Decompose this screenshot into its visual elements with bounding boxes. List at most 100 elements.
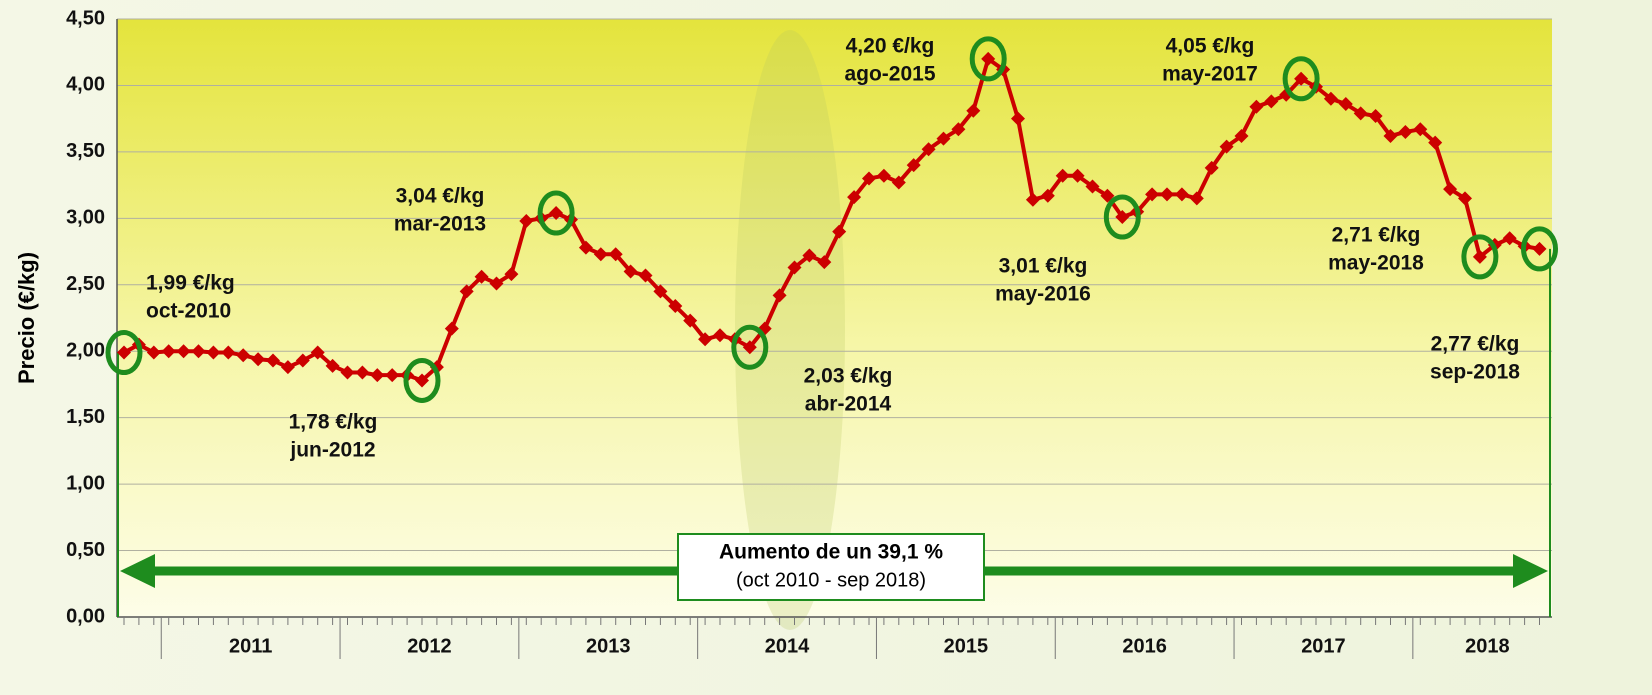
point [1428, 135, 1443, 150]
note-range: (oct 2010 - sep 2018) [736, 569, 926, 591]
point [1383, 128, 1398, 143]
highlight-circle [1521, 226, 1558, 272]
arrow-head [120, 554, 155, 588]
point [295, 353, 310, 368]
point [832, 224, 847, 239]
x-tick-label: 2014 [765, 635, 810, 657]
point [876, 168, 891, 183]
point [951, 122, 966, 137]
point [787, 260, 802, 275]
point [906, 158, 921, 173]
highlight-circle [1282, 56, 1320, 102]
point [415, 373, 429, 388]
x-tick-label: 2017 [1301, 635, 1346, 657]
highlight-circle [731, 324, 769, 370]
point [1413, 122, 1428, 137]
point [176, 344, 191, 359]
x-tick-label: 2015 [944, 635, 989, 657]
annotation: ago-2015 [844, 63, 935, 86]
point [698, 332, 713, 347]
x-tick-label: 2018 [1465, 635, 1510, 657]
note-title: Aumento de un 39,1 % [719, 541, 943, 564]
annotation: may-2018 [1328, 252, 1424, 275]
x-tick-label: 2016 [1122, 635, 1167, 657]
point [444, 321, 459, 336]
point [385, 368, 400, 383]
background-shape [735, 30, 845, 630]
point [370, 368, 385, 383]
annotation: 4,20 €/kg [846, 35, 935, 58]
highlight-circle [969, 36, 1007, 82]
point [981, 51, 996, 66]
point [117, 345, 131, 360]
point [459, 284, 474, 299]
point [891, 175, 906, 190]
point [1040, 188, 1055, 203]
point [683, 313, 698, 328]
highlight-circle [403, 357, 441, 403]
point [1115, 210, 1130, 225]
point [1502, 231, 1517, 246]
point [310, 345, 325, 360]
y-tick-label: 4,00 [66, 74, 105, 96]
point [1338, 97, 1353, 112]
point [772, 288, 787, 303]
highlight-circle [1461, 234, 1499, 280]
y-tick-label: 3,50 [66, 140, 105, 162]
plot-area [117, 19, 1552, 617]
point [1219, 139, 1234, 154]
point [1025, 192, 1040, 207]
point [266, 353, 280, 368]
point [1055, 168, 1070, 183]
point [713, 328, 727, 343]
annotation: mar-2013 [394, 213, 486, 236]
point [146, 345, 161, 360]
y-tick-label: 1,00 [66, 472, 105, 494]
annotation: 2,77 €/kg [1431, 333, 1520, 356]
point [355, 365, 370, 380]
annotation: 2,71 €/kg [1332, 224, 1421, 247]
point [1234, 128, 1249, 143]
y-tick-label: 3,00 [66, 207, 105, 229]
point [966, 103, 981, 118]
point [668, 299, 683, 314]
point [236, 348, 251, 363]
x-tick-label: 2013 [586, 635, 631, 657]
annotation: may-2016 [995, 283, 1091, 306]
point [474, 269, 489, 284]
annotation: jun-2012 [289, 439, 375, 462]
point [1353, 106, 1368, 121]
annotation: sep-2018 [1430, 361, 1520, 384]
note-box [677, 533, 985, 601]
point [1204, 160, 1219, 175]
point [191, 344, 206, 359]
point [1398, 124, 1413, 139]
highlight-circle [537, 190, 575, 236]
point [921, 142, 936, 157]
point [280, 360, 295, 375]
x-tick-label: 2012 [407, 635, 452, 657]
point [862, 171, 876, 186]
annotation: 1,78 €/kg [289, 411, 378, 434]
point [519, 213, 534, 228]
point [489, 276, 504, 291]
y-axis-label: Precio (€/kg) [14, 252, 39, 384]
point [578, 240, 593, 255]
point [1011, 111, 1025, 126]
point [206, 345, 221, 360]
annotation: 2,03 €/kg [804, 365, 893, 388]
highlight-circle [105, 330, 143, 376]
point [325, 358, 340, 373]
point [221, 345, 236, 360]
point [802, 248, 817, 263]
point [1294, 71, 1309, 86]
point [1189, 191, 1204, 206]
annotation: 3,04 €/kg [396, 185, 485, 208]
point [936, 131, 951, 146]
point [608, 247, 623, 262]
point [549, 206, 564, 221]
point [1323, 91, 1338, 106]
arrow-head [1513, 554, 1548, 588]
y-tick-label: 0,50 [66, 539, 105, 561]
